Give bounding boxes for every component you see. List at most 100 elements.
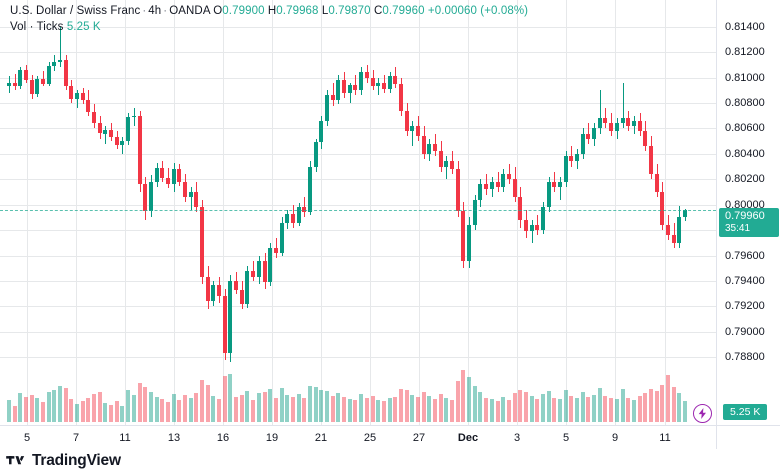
candle-wick	[509, 164, 510, 185]
candle-wick	[412, 120, 413, 147]
candle-body	[371, 77, 375, 87]
volume-bar	[177, 400, 181, 422]
volume-bar	[592, 394, 596, 422]
candle-body	[342, 80, 346, 93]
legend-symbol[interactable]: U.S. Dollar / Swiss Franc	[10, 5, 141, 17]
volume-bar	[376, 399, 380, 422]
candle-body	[683, 209, 687, 218]
volume-bar	[444, 397, 448, 422]
gridline-horizontal	[0, 332, 716, 333]
candle-body	[41, 78, 45, 84]
legend-low-label: L	[321, 5, 329, 17]
candle-body	[501, 174, 505, 187]
candle-body	[245, 270, 249, 304]
candle-body	[660, 192, 664, 226]
candle-body	[120, 141, 124, 145]
volume-bar	[285, 394, 289, 422]
volume-bar	[103, 403, 107, 422]
legend-interval[interactable]: 4h	[148, 5, 162, 17]
gridline-horizontal	[0, 256, 716, 257]
volume-bar	[98, 391, 102, 422]
time-tick-label: 11	[659, 432, 671, 444]
volume-bar	[268, 388, 272, 422]
time-scale-corner	[716, 425, 780, 450]
price-tick-label: 0.79400	[725, 275, 765, 287]
candle-body	[410, 125, 414, 131]
volume-bar	[422, 391, 426, 422]
candle-wick	[355, 75, 356, 96]
volume-bar	[660, 384, 664, 422]
volume-bar	[160, 399, 164, 422]
volume-bar	[666, 375, 670, 422]
candle-wick	[498, 171, 499, 192]
legend-low-value: 0.79870	[328, 5, 371, 17]
candle-wick	[560, 176, 561, 200]
candle-body	[365, 72, 369, 78]
volume-bar	[371, 396, 375, 422]
candle-body	[143, 184, 147, 212]
gridline-vertical	[223, 0, 224, 425]
candle-wick	[333, 82, 334, 106]
price-tick-label: 0.79600	[725, 249, 765, 262]
candle-wick	[537, 214, 538, 236]
price-tick-label: 0.80600	[725, 122, 765, 135]
lightning-bolt-icon[interactable]	[693, 404, 712, 423]
gridline-horizontal	[0, 230, 716, 231]
volume-bar	[615, 399, 619, 422]
candle-body	[217, 284, 221, 297]
gridline-vertical	[615, 0, 616, 425]
candle-body	[319, 120, 323, 143]
volume-bar	[603, 396, 607, 422]
price-tick-label: 0.79200	[725, 300, 765, 313]
candle-body	[615, 123, 619, 131]
volume-bar	[501, 397, 505, 422]
candle-body	[353, 85, 357, 91]
chart-footer: TradingView	[0, 449, 780, 470]
volume-bar	[58, 385, 62, 422]
legend-volume-row[interactable]: Vol · Ticks 5.25 K	[10, 20, 528, 34]
gridline-vertical	[27, 0, 28, 425]
candle-body	[13, 82, 17, 87]
candle-body	[638, 120, 642, 131]
legend-exchange[interactable]: OANDA	[169, 5, 210, 17]
gridline-vertical	[76, 0, 77, 425]
volume-bar	[47, 391, 51, 422]
legend-symbol-row[interactable]: U.S. Dollar / Swiss Franc · 4h · OANDA O0.79…	[10, 4, 528, 18]
volume-bar	[297, 393, 301, 422]
volume-bar	[632, 399, 636, 422]
volume-bar	[166, 402, 170, 422]
volume-bar	[41, 402, 45, 422]
gridline-horizontal	[0, 154, 716, 155]
candle-body	[75, 92, 79, 100]
volume-bar	[24, 397, 28, 422]
candle-body	[399, 83, 403, 111]
time-tick-label: 5	[23, 432, 31, 444]
price-scale[interactable]: 0.81400 0.81200 0.81000 0.80800 0.80600 0.804…	[716, 0, 780, 425]
candle-body	[223, 296, 227, 354]
time-scale[interactable]: 5 7 11 13 16 19 21 25 27 Dec 3 5 9 11	[0, 425, 716, 450]
chart-plot-area[interactable]	[0, 0, 716, 425]
tradingview-logo[interactable]: TradingView	[6, 452, 121, 470]
volume-bar	[206, 384, 210, 422]
gridline-vertical	[468, 0, 469, 425]
candle-body	[416, 125, 420, 137]
candle-body	[655, 174, 659, 192]
candle-body	[626, 118, 630, 126]
volume-bar	[399, 388, 403, 422]
volume-bar	[92, 393, 96, 422]
chart-gridlines	[0, 0, 716, 425]
candle-wick	[105, 125, 106, 144]
volume-bar	[251, 399, 255, 422]
candle-body	[524, 219, 528, 232]
current-price-line	[0, 209, 716, 211]
candle-body	[81, 92, 85, 101]
volume-bar	[365, 398, 369, 422]
volume-bar	[308, 385, 312, 422]
volume-bar	[530, 396, 534, 422]
gridline-vertical	[272, 0, 273, 425]
candle-body	[189, 192, 193, 198]
candle-body	[649, 146, 653, 175]
volume-bar	[331, 396, 335, 422]
volume-bar	[69, 399, 73, 422]
volume-bar	[507, 399, 511, 422]
